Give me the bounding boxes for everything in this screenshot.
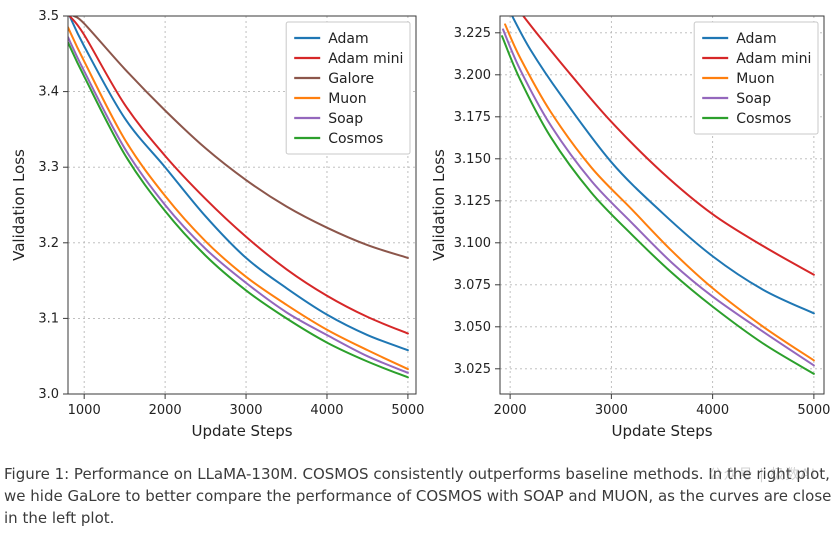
left-chart-panel: 1000 2000 3000 4000 5000 3.0 3.1 3.2 3.3 3.4 3.5 Up… [6,6,424,446]
x-tick-label: 2000 [149,403,182,418]
x-tick-label: 5000 [797,403,830,418]
y-tick-label: 3.175 [454,110,491,125]
legend-label: Adam [328,31,368,47]
y-tick-label: 3.5 [38,9,59,24]
y-ticks: 3.025 3.050 3.075 3.100 3.125 3.150 3.175 3.200… [454,26,500,377]
legend-label: Cosmos [736,111,791,127]
x-ticks: 2000 3000 4000 5000 [494,394,831,418]
right-chart-panel: 2000 3000 4000 5000 3.025 3.050 3.075 3.100 3.12… [426,6,834,446]
y-tick-label: 3.025 [454,362,491,377]
y-tick-label: 3.125 [454,194,491,209]
y-tick-label: 3.075 [454,278,491,293]
figure-caption: Figure 1: Performance on LLaMA-130M. COS… [0,446,840,529]
legend-label: Adam mini [328,51,403,67]
legend-label: Muon [328,91,366,107]
x-ticks: 1000 2000 3000 4000 5000 [68,394,424,418]
figure-row: 1000 2000 3000 4000 5000 3.0 3.1 3.2 3.3 3.4 3.5 Up… [0,0,840,446]
x-tick-label: 4000 [696,403,729,418]
y-axis-label: Validation Loss [10,149,28,261]
legend-label: Adam [736,31,776,47]
x-axis-label: Update Steps [611,422,712,440]
y-ticks: 3.0 3.1 3.2 3.3 3.4 3.5 [38,9,68,402]
y-tick-label: 3.100 [454,236,491,251]
legend: Adam Adam mini Muon Soap Cosmos [694,22,818,134]
y-tick-label: 3.150 [454,152,491,167]
y-tick-label: 3.050 [454,320,491,335]
y-tick-label: 3.200 [454,68,491,83]
x-tick-label: 3000 [595,403,628,418]
y-tick-label: 3.225 [454,26,491,41]
x-tick-label: 5000 [391,403,424,418]
y-tick-label: 3.4 [38,85,59,100]
x-tick-label: 1000 [68,403,101,418]
legend-label: Cosmos [328,131,383,147]
right-chart-svg: 2000 3000 4000 5000 3.025 3.050 3.075 3.100 3.12… [426,6,834,446]
y-tick-label: 3.2 [38,236,59,251]
left-chart-svg: 1000 2000 3000 4000 5000 3.0 3.1 3.2 3.3 3.4 3.5 Up… [6,6,424,446]
legend-label: Adam mini [736,51,811,67]
legend: Adam Adam mini Galore Muon Soap Cosmos [286,22,410,154]
x-axis-label: Update Steps [191,422,292,440]
x-tick-label: 4000 [310,403,343,418]
legend-label: Galore [328,71,374,87]
x-tick-label: 3000 [229,403,262,418]
x-tick-label: 2000 [494,403,527,418]
y-tick-label: 3.3 [38,160,59,175]
legend-label: Soap [736,91,771,107]
y-axis-label: Validation Loss [430,149,448,261]
y-tick-label: 3.1 [38,311,59,326]
legend-label: Muon [736,71,774,87]
y-tick-label: 3.0 [38,387,59,402]
legend-label: Soap [328,111,363,127]
